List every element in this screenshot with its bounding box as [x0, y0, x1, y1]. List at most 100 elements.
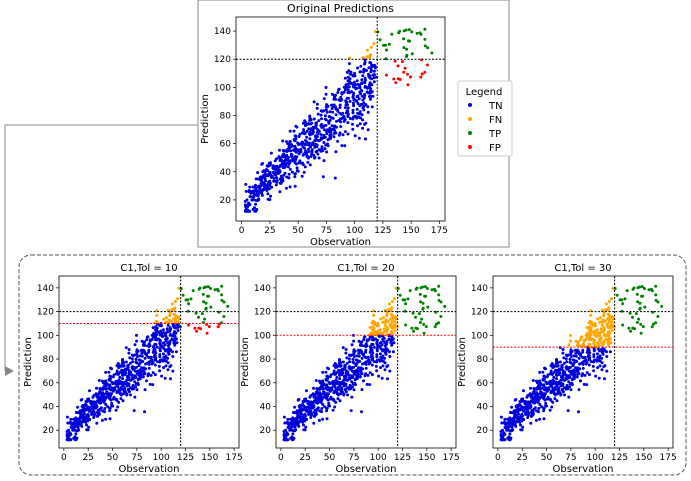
point-tn	[333, 131, 337, 135]
point-tn	[357, 136, 361, 140]
point-tn	[323, 147, 327, 151]
point-tn	[280, 180, 284, 184]
point-tn	[346, 393, 349, 397]
point-tn	[302, 415, 305, 419]
point-fp	[406, 83, 410, 87]
point-fn	[600, 323, 604, 327]
point-fn	[600, 308, 604, 312]
point-tn	[105, 382, 109, 386]
point-tn	[110, 401, 114, 405]
point-tn	[80, 420, 84, 424]
point-tn	[505, 428, 509, 432]
point-fn	[387, 308, 391, 312]
point-tn	[544, 367, 547, 371]
point-tn	[522, 389, 525, 393]
point-tn	[339, 369, 342, 373]
point-tn	[537, 410, 540, 414]
point-tn	[250, 198, 254, 202]
point-tn	[551, 363, 555, 367]
point-tn	[148, 382, 152, 386]
point-tn	[334, 382, 338, 386]
point-tn	[338, 103, 342, 107]
point-tn	[157, 364, 161, 368]
point-tn	[312, 421, 316, 425]
point-tn	[135, 388, 139, 392]
point-fn	[604, 308, 608, 312]
point-tn	[556, 382, 559, 386]
point-tn	[282, 149, 285, 153]
point-tn	[360, 356, 364, 360]
point-tn	[346, 114, 350, 118]
point-tn	[312, 117, 316, 121]
point-tn	[91, 406, 95, 410]
x-axis-label: Observation	[119, 464, 180, 475]
point-tn	[343, 130, 347, 134]
point-tn	[336, 139, 340, 143]
point-tn	[266, 192, 270, 196]
point-tn	[344, 351, 348, 355]
point-tn	[499, 434, 503, 438]
point-tn	[365, 339, 369, 343]
point-tn	[262, 174, 265, 177]
point-tn	[596, 358, 600, 362]
point-tn	[97, 411, 101, 415]
point-tn	[366, 110, 370, 114]
point-tn	[356, 124, 359, 128]
point-tn	[360, 94, 364, 98]
point-tn	[74, 418, 78, 422]
point-tn	[308, 163, 312, 167]
point-tn	[109, 377, 113, 380]
point-tn	[130, 353, 134, 357]
point-tn	[351, 382, 355, 386]
point-tn	[313, 156, 317, 160]
point-tp	[204, 301, 208, 305]
point-tn	[351, 111, 355, 115]
point-tn	[344, 100, 348, 104]
point-tn	[107, 370, 111, 374]
point-tn	[155, 345, 159, 349]
point-tp	[437, 293, 441, 297]
point-tn	[336, 91, 340, 94]
point-tn	[348, 99, 352, 103]
point-tn	[549, 369, 553, 373]
point-tn	[503, 417, 507, 421]
point-tn	[321, 175, 325, 179]
point-tn	[352, 355, 356, 358]
point-tn	[99, 401, 103, 405]
point-tp	[439, 300, 443, 304]
point-tp	[408, 289, 412, 293]
point-tn	[519, 408, 523, 412]
point-tn	[346, 91, 350, 94]
point-tn	[605, 355, 609, 358]
point-tn	[375, 353, 379, 357]
point-tn	[521, 409, 525, 413]
point-tn	[339, 112, 343, 116]
point-fn	[598, 320, 602, 324]
point-tn	[291, 159, 295, 163]
point-tn	[556, 392, 560, 396]
point-fn	[176, 297, 180, 301]
point-tn	[331, 110, 335, 114]
point-fn	[595, 345, 599, 349]
point-fn	[587, 321, 591, 325]
point-tn	[108, 406, 112, 410]
point-tn	[316, 112, 320, 116]
x-axis-label: Observation	[553, 464, 614, 475]
point-tn	[310, 132, 314, 136]
point-tn	[324, 86, 328, 89]
point-tn	[581, 362, 585, 366]
point-tn	[143, 356, 147, 360]
point-tn	[79, 398, 83, 402]
point-tn	[79, 410, 83, 414]
point-fn	[606, 307, 610, 311]
point-tn	[332, 391, 336, 395]
point-tp	[402, 37, 406, 41]
y-tick-label: 120	[214, 55, 231, 65]
point-tn	[568, 385, 572, 389]
point-tn	[296, 148, 300, 152]
point-tn	[285, 161, 289, 165]
point-tn	[139, 371, 143, 375]
point-tn	[294, 428, 297, 432]
point-tn	[540, 395, 544, 399]
point-tn	[150, 362, 154, 366]
